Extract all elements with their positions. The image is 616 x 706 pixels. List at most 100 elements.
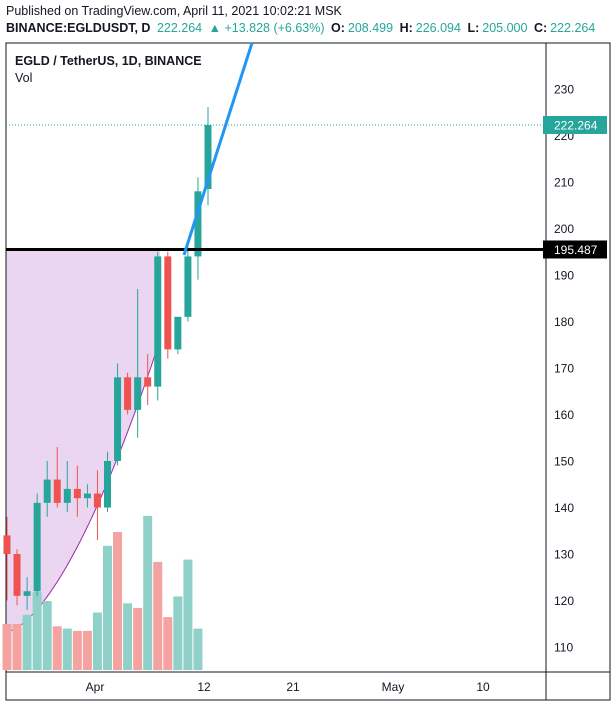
time-tick-label: 12 (197, 680, 211, 694)
candle-body (144, 377, 152, 387)
candle[interactable] (83, 484, 91, 508)
volume-bar (82, 630, 92, 670)
last-price: 222.264 (156, 21, 203, 35)
open-value: 208.499 (347, 21, 394, 35)
candle[interactable] (93, 470, 101, 541)
candle-body (124, 377, 132, 410)
time-tick-label: 10 (476, 680, 490, 694)
volume-bar (163, 617, 173, 670)
candle[interactable] (174, 316, 182, 355)
candle[interactable] (204, 107, 212, 206)
volume-bar (72, 630, 82, 670)
candle[interactable] (43, 461, 51, 517)
candle-body (164, 256, 172, 350)
volume-bar (143, 515, 153, 670)
candle-body (194, 191, 202, 257)
high-label: H: (399, 21, 413, 35)
candle[interactable] (3, 516, 11, 601)
volume-bar (173, 596, 183, 670)
change: ▲ +13.828 (+6.63%) (208, 21, 325, 35)
time-tick-label: Apr (86, 680, 105, 694)
candle-body (33, 502, 41, 592)
outer-border (5, 42, 611, 701)
chart-title: EGLD / TetherUS, 1D, BINANCE (15, 54, 202, 68)
candle[interactable] (114, 363, 122, 466)
candle[interactable] (53, 447, 61, 508)
open-label: O: (331, 21, 345, 35)
candle-body (63, 488, 71, 503)
level-price-label: 195.487 (554, 243, 598, 257)
candle[interactable] (194, 177, 202, 280)
candle-body (154, 256, 162, 387)
trend-line[interactable] (182, 42, 254, 256)
price-tick-label: 140 (554, 501, 574, 515)
candle[interactable] (164, 251, 172, 359)
candle-body (43, 479, 51, 503)
candle[interactable] (23, 577, 31, 610)
price-tick-label: 180 (554, 315, 574, 329)
candle[interactable] (184, 247, 192, 322)
volume-label: Vol (15, 71, 33, 85)
candle[interactable] (73, 465, 81, 517)
candle[interactable] (124, 372, 132, 415)
candle-body (104, 461, 111, 508)
price-tick-label: 160 (554, 408, 574, 422)
candle-body (23, 591, 31, 596)
close-value: 222.264 (550, 21, 596, 35)
candle-body (114, 377, 122, 461)
ohlc-line: BINANCE:EGLDUSDT, D 222.264 ▲ +13.828 (+… (6, 21, 598, 35)
candle[interactable] (104, 451, 111, 513)
published-line: Published on TradingView.com, April 11, … (6, 4, 342, 18)
low-value: 205.000 (482, 21, 528, 35)
low-label: L: (467, 21, 480, 35)
candle-body (3, 535, 11, 554)
price-tick-label: 230 (554, 83, 574, 97)
last-price-badge (543, 115, 607, 134)
level-price-badge (543, 240, 607, 259)
price-tick-label: 120 (554, 594, 574, 608)
volume-bar (2, 624, 12, 670)
volume-bar (183, 559, 193, 670)
candle-body (83, 493, 91, 499)
price-tick-label: 110 (554, 641, 573, 655)
price-tick-label: 200 (554, 222, 574, 236)
volume-bar (22, 614, 32, 670)
volume-bar (123, 603, 133, 670)
volume-bar (42, 601, 52, 670)
volume-bar (92, 612, 102, 670)
symbol: BINANCE:EGLDUSDT, D (6, 21, 151, 35)
volume-bar (52, 626, 62, 670)
candle-body (184, 256, 192, 317)
volume-bar (133, 607, 143, 670)
candle[interactable] (13, 549, 21, 606)
volume-bar (153, 561, 163, 670)
last-price-label: 222.264 (554, 118, 598, 132)
close-label: C: (533, 21, 548, 35)
candle-body (134, 377, 142, 410)
fib-zone-area (6, 249, 160, 632)
price-tick-label: 190 (554, 269, 574, 283)
candle[interactable] (33, 493, 41, 596)
candle[interactable] (154, 251, 162, 401)
high-value: 226.094 (415, 21, 461, 35)
volume-bar (113, 532, 123, 670)
candle-body (53, 479, 61, 503)
time-tick-label: May (382, 680, 405, 694)
price-tick-label: 130 (554, 548, 574, 562)
candle-body (204, 124, 212, 189)
volume-bar (103, 545, 112, 670)
volume-bar (62, 628, 72, 670)
candle[interactable] (144, 354, 152, 406)
candle[interactable] (63, 461, 71, 513)
candle-body (93, 493, 101, 508)
price-tick-label: 150 (554, 455, 574, 469)
price-tick-label: 210 (554, 176, 574, 190)
candle-body (174, 316, 182, 350)
candle-body (73, 488, 81, 499)
time-tick-label: 21 (286, 680, 300, 694)
price-tick-label: 170 (554, 362, 574, 376)
volume-bar (32, 591, 42, 670)
candle-body (13, 554, 21, 596)
candle[interactable] (134, 288, 142, 438)
